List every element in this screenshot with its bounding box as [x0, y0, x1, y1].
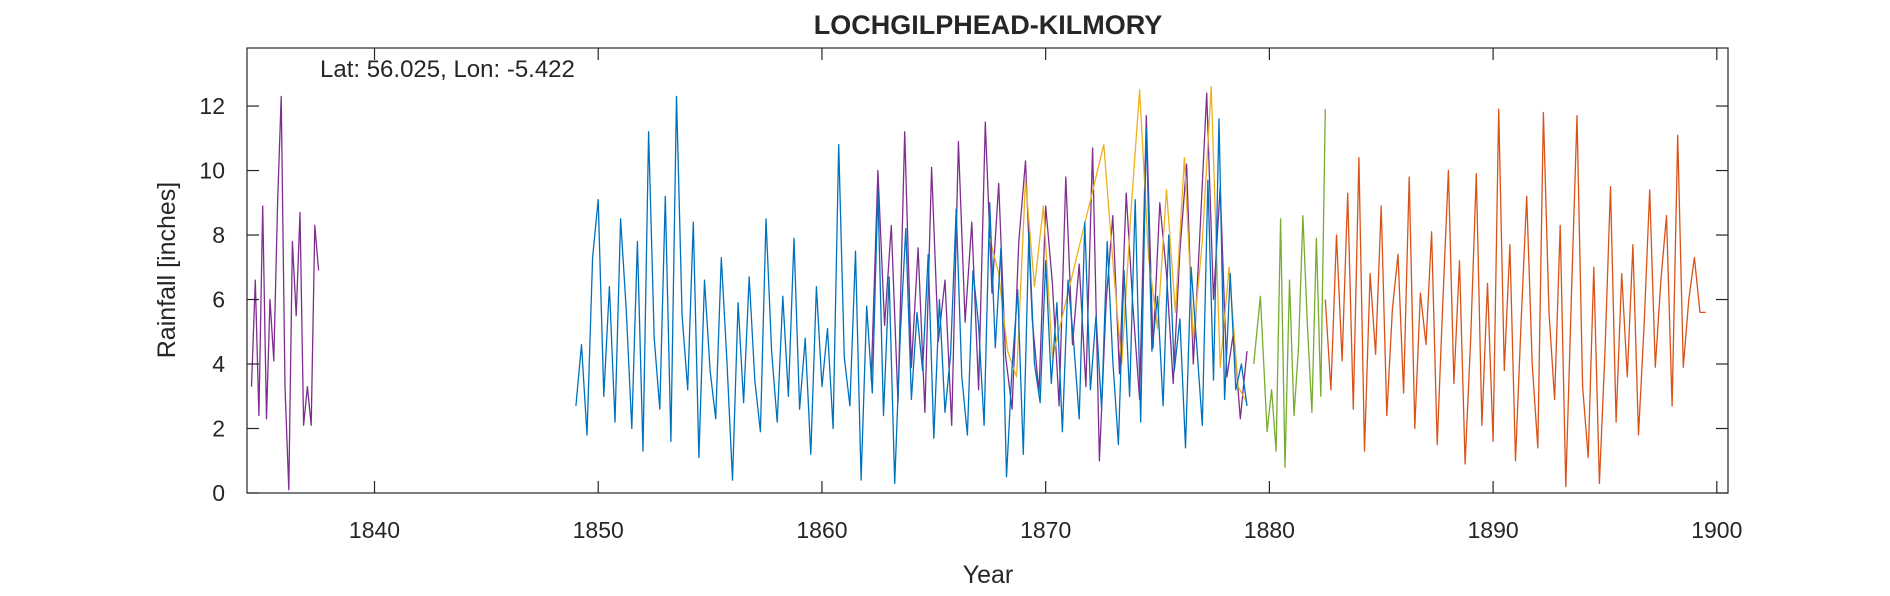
y-axis-label: Rainfall [inches] [153, 182, 181, 358]
x-tick-label-1880: 1880 [1244, 517, 1295, 543]
y-tick-label-12: 12 [199, 93, 225, 119]
plot-area-border [246, 47, 1729, 494]
y-tick-label-2: 2 [212, 416, 225, 442]
y-tick-label-6: 6 [212, 287, 225, 313]
series-layer [250, 86, 1706, 491]
series-0-segment-1-line [870, 92, 1248, 462]
location-annotation: Lat: 56.025, Lon: -5.422 [320, 56, 575, 83]
y-axis: 0 2 4 6 8 10 12 [199, 93, 1728, 506]
y-tick-label-0: 0 [212, 480, 225, 506]
x-tick-label-1890: 1890 [1468, 517, 1519, 543]
chart-title: LOCHGILPHEAD-KILMORY [814, 10, 1162, 40]
y-tick-label-4: 4 [212, 351, 225, 377]
series-0-segment-0-line [250, 95, 320, 491]
x-tick-label-1860: 1860 [796, 517, 847, 543]
series-4-segment-0-line [1324, 108, 1706, 488]
x-tick-label-1900: 1900 [1691, 517, 1742, 543]
y-tick-label-10: 10 [199, 158, 225, 184]
series-1-segment-0-line [989, 86, 1248, 404]
x-tick-label-1840: 1840 [349, 517, 400, 543]
x-axis: 1840 1850 1860 1870 1880 1890 1900 [349, 48, 1742, 543]
series-2-segment-0-line [575, 95, 1248, 484]
x-tick-label-1850: 1850 [573, 517, 624, 543]
x-axis-label: Year [963, 561, 1014, 589]
x-tick-label-1870: 1870 [1020, 517, 1071, 543]
series-3-segment-0-line [1253, 109, 1326, 468]
y-tick-label-8: 8 [212, 222, 225, 248]
